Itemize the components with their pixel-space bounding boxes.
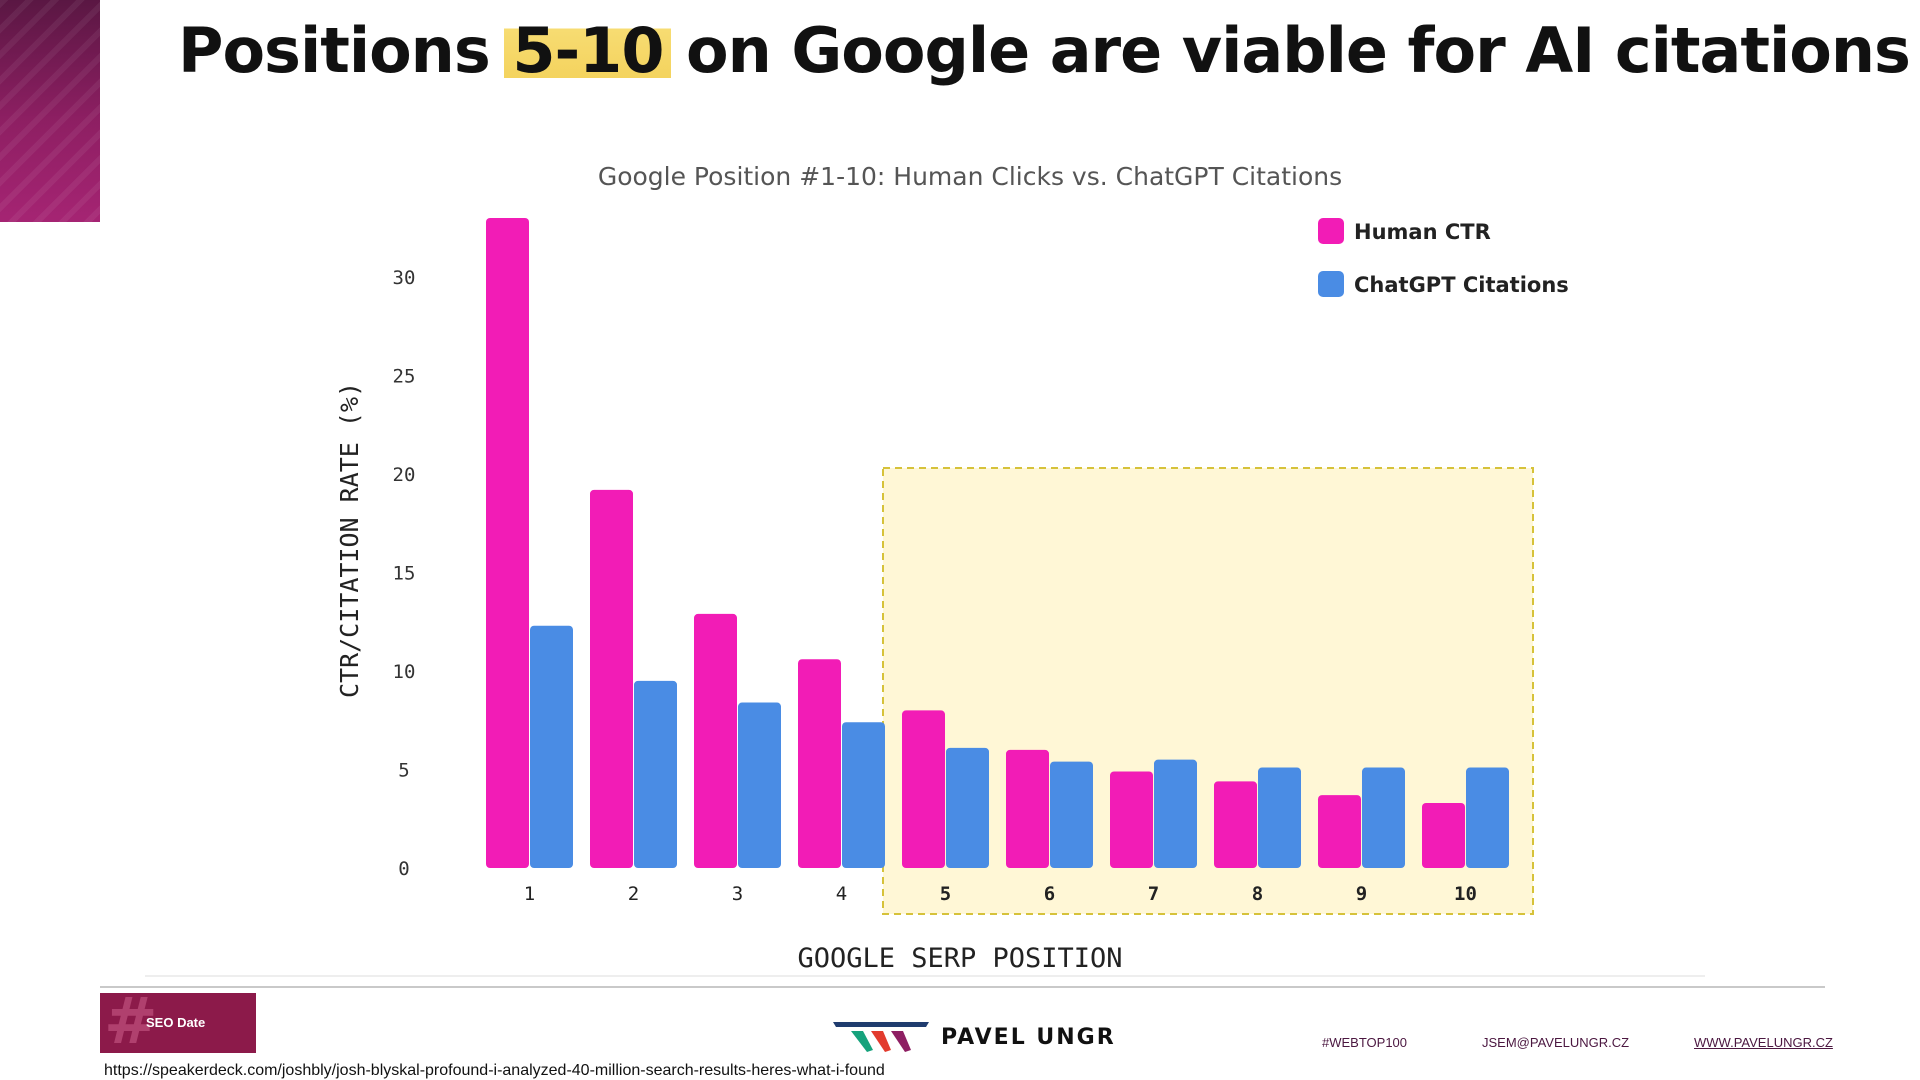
x-tick-label: 10: [1454, 883, 1477, 905]
x-tick-label: 8: [1252, 883, 1263, 905]
bar-chart: Google Position #1-10: Human Clicks vs. …: [145, 162, 1705, 977]
bar-human-ctr: [1318, 795, 1361, 868]
bar-chatgpt-citations: [634, 680, 677, 868]
corner-decoration: [0, 0, 100, 222]
bar-human-ctr: [902, 710, 945, 868]
x-axis-label: GOOGLE SERP POSITION: [797, 943, 1122, 974]
brand-name: PAVEL UNGR: [941, 1024, 1116, 1050]
y-tick-label: 20: [393, 464, 416, 486]
x-tick-label: 7: [1148, 883, 1159, 905]
bar-chatgpt-citations: [530, 625, 573, 868]
bar-chatgpt-citations: [1258, 767, 1301, 868]
bar-chatgpt-citations: [842, 722, 885, 868]
brand-logo: PAVEL UNGR: [833, 1020, 1116, 1054]
y-tick-label: 0: [398, 858, 409, 880]
bar-chatgpt-citations: [1154, 759, 1197, 868]
footer-divider: [100, 986, 1825, 988]
email-link[interactable]: JSEM@PAVELUNGR.CZ: [1482, 1035, 1630, 1050]
source-url-link[interactable]: https://speakerdeck.com/joshbly/josh-bly…: [104, 1062, 885, 1079]
bar-human-ctr: [486, 218, 529, 868]
bar-human-ctr: [590, 489, 633, 868]
x-tick-label: 6: [1044, 883, 1055, 905]
bar-human-ctr: [1214, 781, 1257, 868]
hash-icon: #: [104, 993, 158, 1053]
seo-date-label: SEO Date: [146, 1015, 206, 1030]
chart-title: Google Position #1-10: Human Clicks vs. …: [598, 162, 1342, 191]
x-tick-label: 1: [524, 883, 535, 905]
legend-swatch-human-ctr: [1318, 218, 1344, 244]
brand-mark-icon: [833, 1022, 929, 1052]
bar-human-ctr: [1422, 803, 1465, 868]
y-tick-label: 25: [393, 366, 416, 388]
bar-chatgpt-citations: [1050, 761, 1093, 868]
bar-human-ctr: [694, 613, 737, 868]
y-tick-label: 15: [393, 563, 416, 585]
slide-title: Positions 5-10 on Google are viable for …: [178, 14, 1911, 87]
x-tick-label: 5: [940, 883, 951, 905]
title-highlight: 5-10: [504, 14, 672, 87]
bar-human-ctr: [1006, 749, 1049, 868]
website-link[interactable]: WWW.PAVELUNGR.CZ: [1694, 1035, 1833, 1050]
legend-label-chatgpt: ChatGPT Citations: [1354, 273, 1569, 297]
x-tick-label: 9: [1356, 883, 1367, 905]
x-tick-label: 3: [732, 883, 743, 905]
title-post: on Google are viable for AI citations: [665, 14, 1911, 87]
legend-swatch-chatgpt: [1318, 271, 1344, 297]
hashtag-label: #WEBTOP100: [1322, 1035, 1408, 1050]
y-tick-label: 5: [398, 760, 409, 782]
bar-human-ctr: [1110, 771, 1153, 868]
bar-chatgpt-citations: [1362, 767, 1405, 868]
y-tick-label: 30: [393, 267, 416, 289]
bar-chatgpt-citations: [1466, 767, 1509, 868]
y-tick-label: 10: [393, 661, 416, 683]
x-tick-label: 4: [836, 883, 847, 905]
x-tick-label: 2: [628, 883, 639, 905]
bar-chatgpt-citations: [738, 702, 781, 868]
bar-human-ctr: [798, 659, 841, 868]
legend-label-human-ctr: Human CTR: [1354, 220, 1491, 244]
seo-date-logo: # SEO Date: [100, 993, 256, 1053]
title-pre: Positions: [178, 14, 511, 87]
y-axis-label: CTR/CITATION RATE (%): [335, 382, 364, 698]
bar-chatgpt-citations: [946, 747, 989, 868]
